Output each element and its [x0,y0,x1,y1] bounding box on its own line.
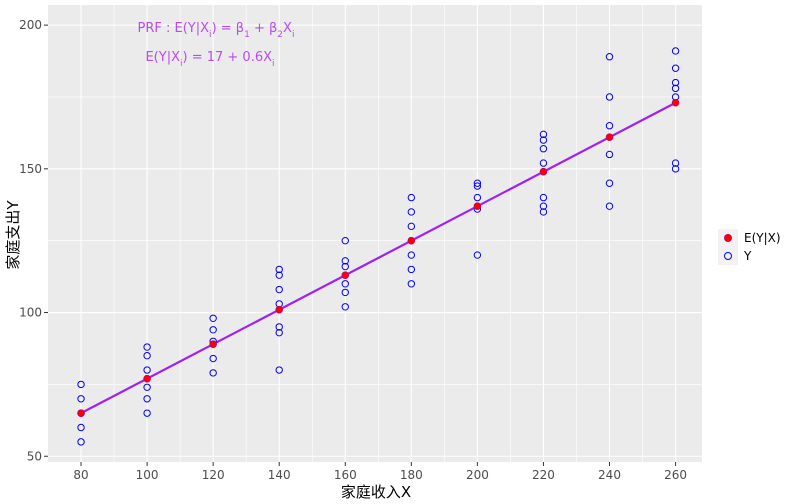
mean-point [143,374,151,383]
observed-point [341,262,349,271]
observed-point [407,208,416,216]
observed-point [143,395,151,403]
observed-point [539,130,548,139]
y-tick-label: 50 [27,449,42,463]
observed-point [605,179,614,187]
legend-label-y: Y [743,249,752,263]
observed-point [605,53,614,61]
mean-point [407,236,416,245]
x-tick-label: 80 [73,468,88,482]
observed-point [341,257,349,265]
observed-point [539,202,548,210]
conditional-mean-points [77,98,680,417]
observed-point [671,78,680,87]
x-tick-label: 100 [136,468,159,482]
observed-point [407,251,416,259]
observed-point [143,409,151,417]
observed-point [407,193,416,202]
x-tick-label: 260 [664,468,687,482]
observed-point [143,383,151,391]
observed-point [605,150,614,159]
x-tick-label: 120 [202,468,225,482]
observed-point [209,354,217,363]
observed-point [605,93,614,101]
major-gridlines [48,5,702,462]
mean-point [473,202,482,210]
x-tick-label: 240 [598,468,621,482]
observed-point [539,193,548,202]
observed-point [341,236,349,245]
observed-point [275,265,283,274]
mean-point [275,305,284,314]
observed-point [473,251,482,259]
observed-point [539,208,548,216]
observed-point [143,351,151,360]
y-tick-label: 200 [19,18,42,32]
mean-point [539,167,548,176]
y-axis-title: 家庭支出Y [4,200,22,270]
observed-point [275,285,283,294]
mean-point [209,340,217,348]
x-axis-ticks: 80 100 120 140 160 180 200 220 240 260 [73,462,687,482]
observed-point [473,182,482,190]
regression-line [80,101,677,415]
minor-gridlines [48,5,702,462]
legend-mean-marker [724,234,732,242]
observed-point [605,202,614,210]
observed-point [671,64,680,72]
observed-point [341,303,349,311]
y-tick-label: 150 [19,162,42,176]
mean-point [341,271,350,279]
observed-point [671,84,680,93]
y-tick-label: 100 [19,306,42,320]
observed-point [143,366,151,374]
observed-point [143,343,151,351]
observed-point [407,222,416,231]
observed-point [671,165,680,173]
observed-point [539,159,548,167]
observed-point [671,159,680,167]
x-tick-label: 200 [466,468,489,482]
plot-panel [48,5,702,462]
legend-label-mean: E(Y|X) [744,231,781,245]
annotation-prf: PRF : E(Y|Xi) = β1 + β2Xi [138,21,295,40]
observed-point [209,314,217,322]
x-tick-label: 180 [400,468,423,482]
observed-point [407,265,416,274]
observed-point [77,438,85,446]
observed-point [77,380,85,389]
mean-point [671,98,680,107]
observed-point [539,145,548,153]
x-tick-label: 220 [532,468,555,482]
observed-point [473,179,482,187]
legend-key-y-bg [718,247,738,265]
observed-point [407,280,416,288]
mean-point [605,133,614,142]
legend-y-marker [724,252,732,260]
legend: E(Y|X) Y [718,229,781,265]
observed-point [671,47,680,55]
observed-point [275,323,283,331]
observed-point [539,136,548,144]
observed-point [341,288,349,297]
observed-point [275,366,283,374]
x-tick-label: 160 [334,468,357,482]
observed-point [275,328,283,337]
x-tick-label: 140 [268,468,291,482]
mean-point [77,409,85,417]
observed-y-points [77,47,680,446]
observed-point [209,369,217,377]
observed-point [209,326,217,334]
y-axis-ticks: 50 100 150 200 [19,18,48,463]
observed-point [605,122,614,130]
x-axis-title: 家庭收入X [341,483,411,501]
observed-point [275,271,283,279]
observed-point [473,193,482,202]
observed-point [77,423,85,432]
observed-point [77,395,85,403]
annotation-regression-equation: E(Y|Xi) = 17 + 0.6Xi [145,50,274,69]
observed-point [341,280,349,288]
